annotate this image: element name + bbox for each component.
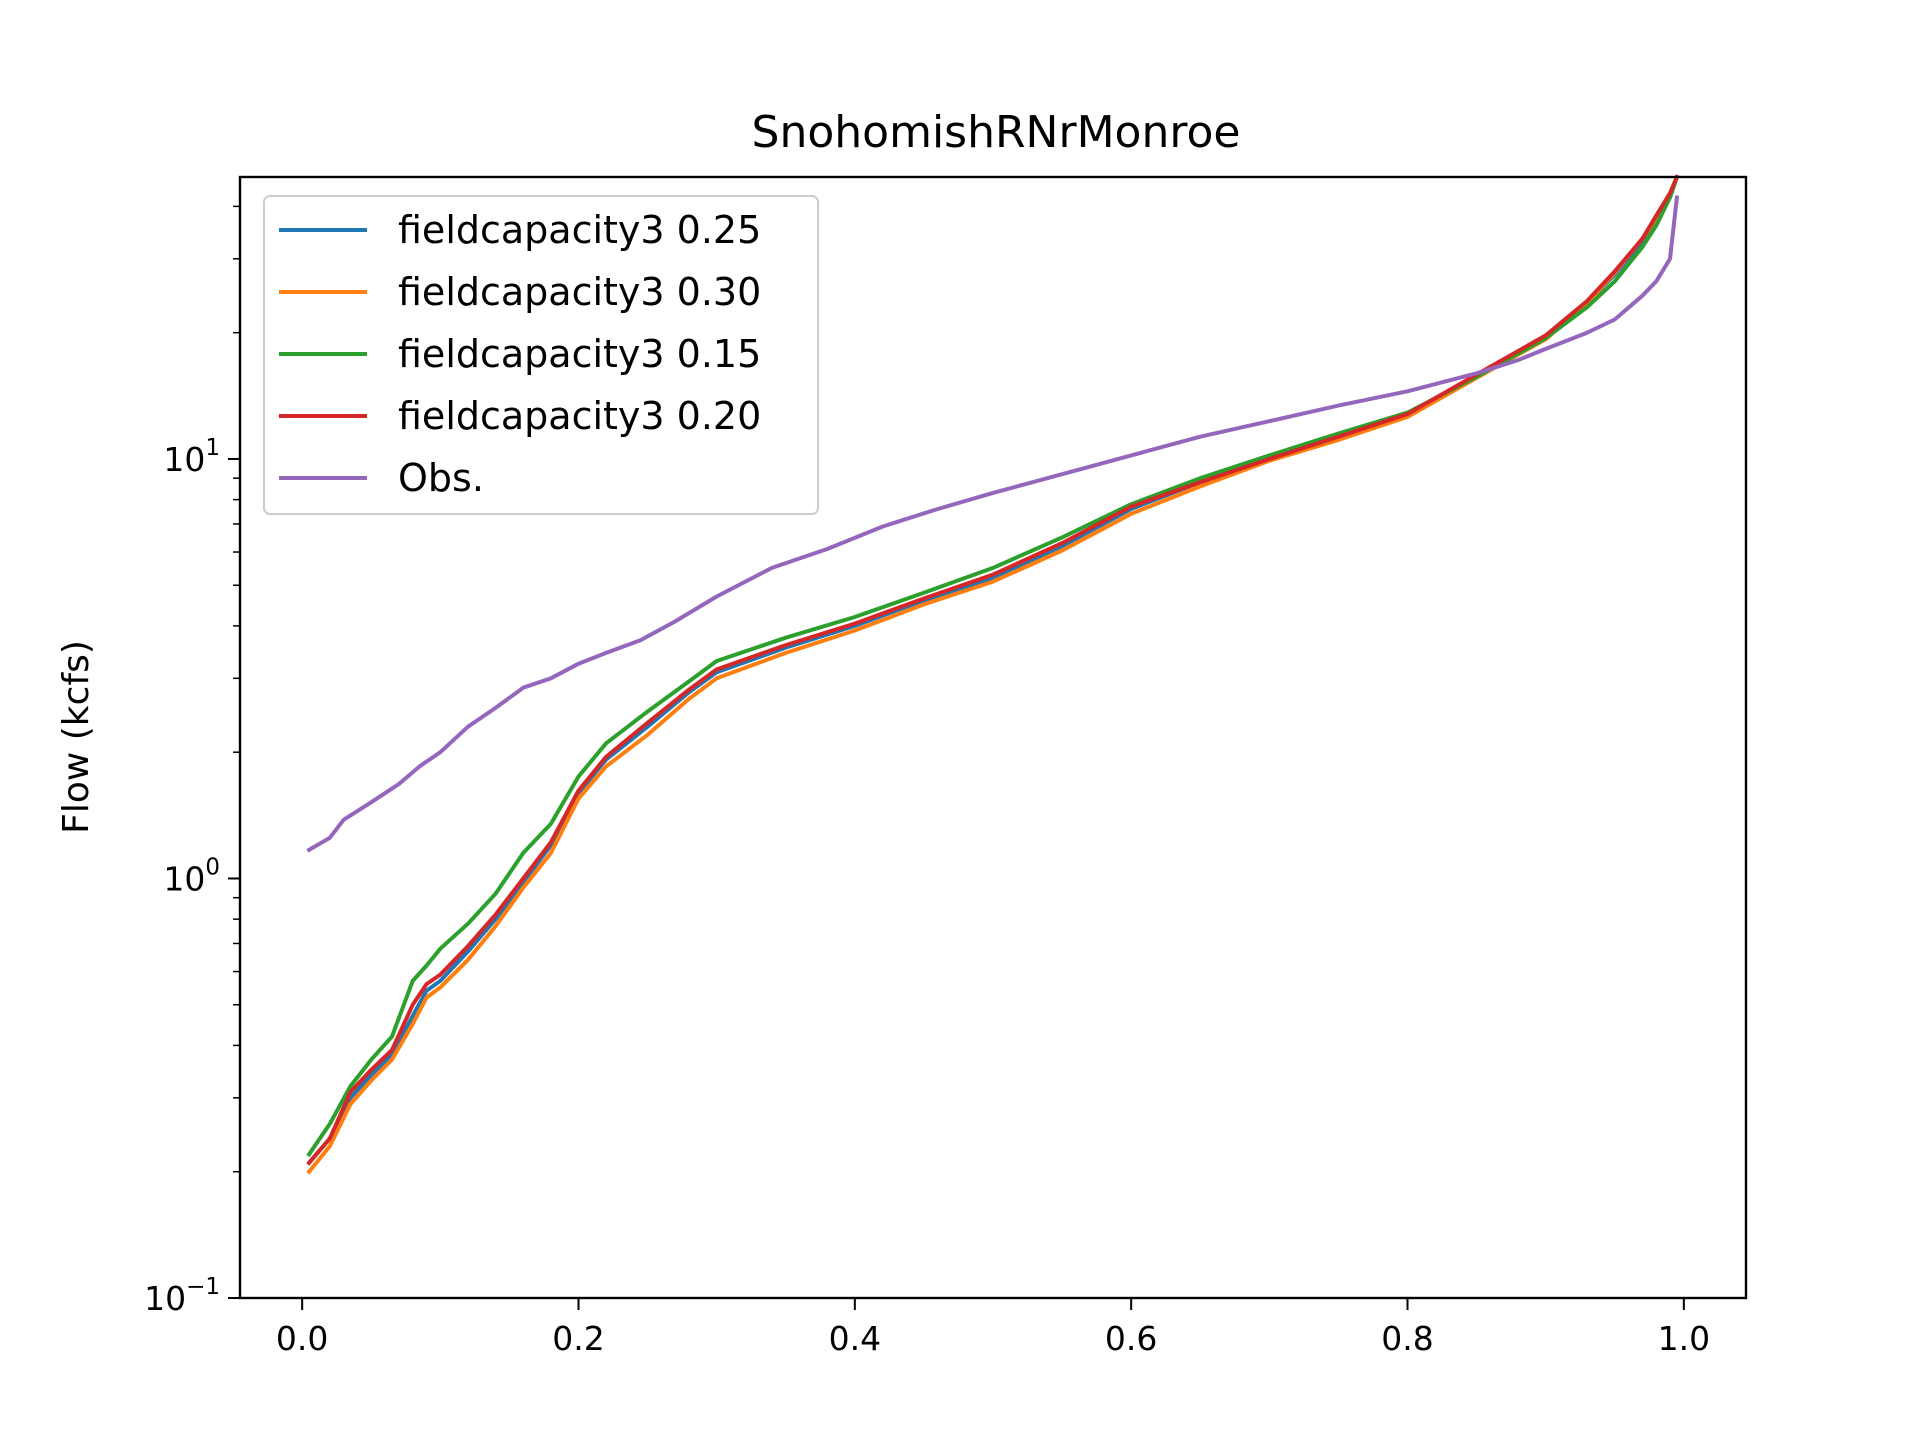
x-tick-label-3: 0.6 [1105,1319,1157,1358]
legend-label-0: fieldcapacity3 0.25 [398,208,761,252]
y-tick-exponent-1: 0 [205,854,220,880]
x-tick-label-1: 0.2 [552,1319,604,1358]
chart-title: SnohomishRNrMonroe [752,107,1241,158]
series-line-4 [306,195,1680,853]
x-tick-label-2: 0.4 [829,1319,881,1358]
y-tick-exponent-2: 1 [205,435,220,461]
y-axis-label: Flow (kcfs) [56,640,97,834]
y-tick-label-1: 100 [163,854,220,898]
legend-label-3: fieldcapacity3 0.20 [398,394,761,438]
series-line-3 [306,174,1680,1166]
x-tick-label-5: 1.0 [1658,1319,1710,1358]
legend-label-2: fieldcapacity3 0.15 [398,332,761,376]
series-line-2 [306,174,1680,1158]
legend-label-1: fieldcapacity3 0.30 [398,270,761,314]
x-tick-label-0: 0.0 [276,1319,328,1358]
legend-label-4: Obs. [398,456,484,500]
x-tick-label-4: 0.8 [1381,1319,1433,1358]
plot-lines [306,174,1680,1175]
y-tick-exponent-0: −1 [186,1274,220,1300]
plot-frame [238,175,1748,1300]
legend-box [263,195,819,515]
x-axis: 0.0 0.2 0.4 0.6 0.8 1.0 [276,1298,1710,1358]
legend: fieldcapacity3 0.25 fieldcapacity3 0.30 fi… [263,195,819,515]
